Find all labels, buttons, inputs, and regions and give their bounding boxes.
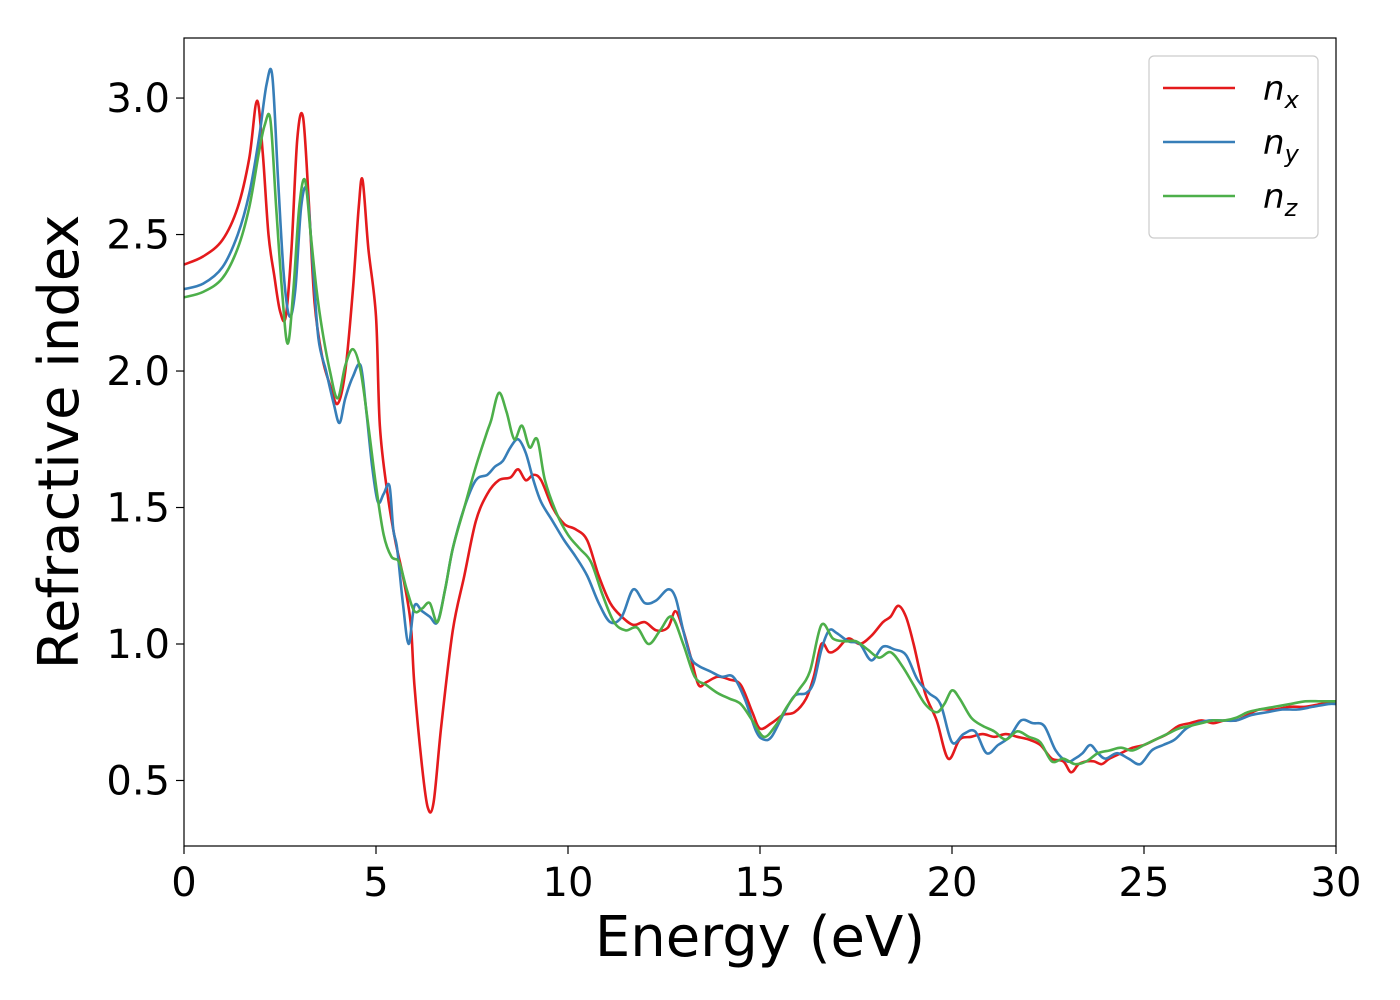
x-tick-label: 5 (363, 860, 388, 906)
x-tick-label: 15 (735, 860, 786, 906)
x-tick-label: 0 (171, 860, 196, 906)
x-axis-label: Energy (eV) (595, 905, 925, 970)
series-line-nz (184, 112, 1336, 766)
x-tick-label: 25 (1119, 860, 1170, 906)
x-tick-label: 30 (1311, 860, 1362, 906)
legend-box (1148, 55, 1319, 239)
y-tick-label: 0.5 (106, 758, 170, 804)
legend-label-nz: nz (1263, 177, 1299, 222)
legend-label-ny: ny (1263, 123, 1300, 168)
y-tick-label: 2.0 (106, 349, 170, 395)
y-tick-label: 3.0 (106, 76, 170, 122)
y-tick-label: 1.5 (106, 486, 170, 532)
y-tick-label: 2.5 (106, 213, 170, 259)
series-line-ny (184, 67, 1336, 766)
y-axis-label: Refractive index (27, 215, 92, 670)
y-axis: 0.5 1.0 1.5 2.0 2.5 3.0 (106, 76, 184, 804)
x-tick-label: 20 (927, 860, 978, 906)
legend-label-nx: nx (1263, 69, 1300, 114)
series-layer (184, 67, 1336, 814)
legend: nx ny nz (1148, 55, 1319, 239)
x-axis: 0 5 10 15 20 25 30 (171, 846, 1361, 906)
y-tick-label: 1.0 (106, 622, 170, 668)
x-tick-label: 10 (543, 860, 594, 906)
